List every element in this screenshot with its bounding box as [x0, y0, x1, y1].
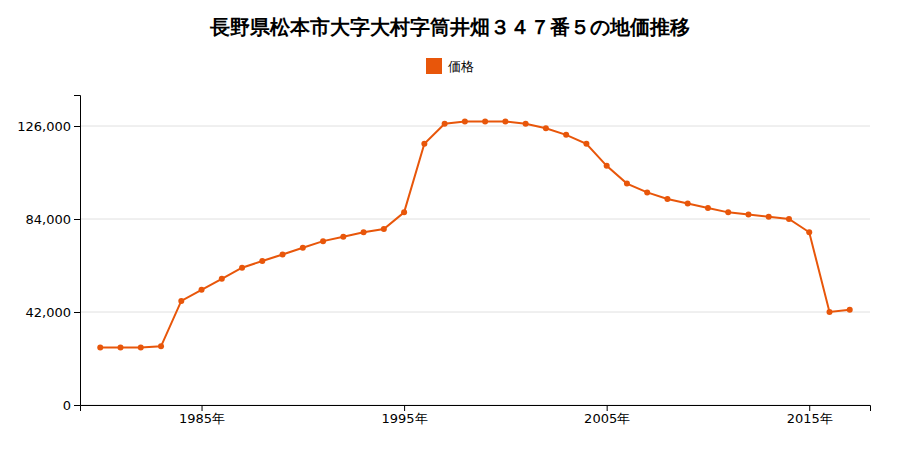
point — [624, 181, 630, 187]
point — [300, 245, 306, 251]
point — [97, 344, 103, 350]
point — [340, 234, 346, 240]
x-tick-label: 2005年 — [584, 411, 630, 426]
y-tick-label: 42,000 — [26, 305, 72, 320]
point — [442, 121, 448, 127]
x-tick: 2015年 — [787, 405, 833, 426]
point — [199, 287, 205, 293]
x-tick-label: 2015年 — [787, 411, 833, 426]
point — [381, 226, 387, 232]
point — [644, 189, 650, 195]
x-axis-line — [81, 406, 871, 412]
point — [158, 343, 164, 349]
point — [482, 119, 488, 125]
point — [219, 276, 225, 282]
point — [745, 212, 751, 218]
y-axis: 0 42,000 84,000 126,000 — [17, 96, 80, 413]
point — [401, 209, 407, 215]
x-tick-mark — [404, 405, 405, 411]
y-tick: 42,000 — [26, 305, 81, 320]
x-tick-mark — [202, 405, 203, 411]
point — [826, 309, 832, 315]
title: 長野県松本市大字大村字筒井畑３４７番５の地価推移 — [209, 15, 690, 39]
legend-label: 価格 — [448, 59, 474, 74]
y-tick-mark — [74, 312, 80, 313]
point — [563, 132, 569, 138]
point — [320, 238, 326, 244]
x-tick: 1985年 — [179, 405, 225, 426]
point — [766, 214, 772, 220]
point — [280, 251, 286, 257]
point — [259, 258, 265, 264]
x-axis: 1985年 1995年 2005年 2015年 — [81, 405, 871, 426]
point — [583, 141, 589, 147]
grid-line — [80, 126, 870, 127]
point — [178, 298, 184, 304]
y-tick: 84,000 — [26, 212, 81, 227]
y-tick-mark — [74, 126, 80, 127]
legend-swatch — [426, 58, 442, 74]
point — [462, 119, 468, 125]
y-tick-label: 126,000 — [17, 119, 71, 134]
grid-line — [80, 219, 870, 220]
x-tick-label: 1985年 — [179, 411, 225, 426]
point — [361, 229, 367, 235]
y-tick-label: 0 — [63, 398, 71, 413]
point — [502, 119, 508, 125]
point — [604, 163, 610, 169]
plot-area: 1985年 1995年 2005年 2015年 0 42,000 84,000 126,000 — [17, 96, 870, 427]
y-axis-line — [74, 96, 81, 406]
grid-line — [80, 312, 870, 313]
point — [138, 344, 144, 350]
legend: 価格 — [426, 58, 474, 74]
point — [847, 307, 853, 313]
y-tick-label: 84,000 — [26, 212, 72, 227]
point — [543, 125, 549, 131]
y-tick-mark — [74, 405, 80, 406]
x-tick-mark — [809, 405, 810, 411]
point — [725, 209, 731, 215]
legend-item: 価格 — [426, 58, 474, 74]
point — [118, 344, 124, 350]
y-tick: 126,000 — [17, 119, 80, 134]
x-tick: 2005年 — [584, 405, 630, 426]
point — [705, 205, 711, 211]
point — [806, 229, 812, 235]
point — [523, 121, 529, 127]
chart: 1985年 1995年 2005年 2015年 0 42,000 84,000 126,000… — [0, 0, 900, 450]
point — [421, 141, 427, 147]
x-tick-label: 1995年 — [382, 411, 428, 426]
y-tick-mark — [74, 219, 80, 220]
point — [685, 201, 691, 207]
x-tick: 1995年 — [382, 405, 428, 426]
marks — [97, 119, 852, 351]
point — [786, 216, 792, 222]
x-tick-mark — [607, 405, 608, 411]
y-tick: 0 — [63, 398, 80, 413]
line — [100, 122, 849, 348]
point — [239, 265, 245, 271]
grid — [80, 126, 870, 405]
point — [664, 196, 670, 202]
